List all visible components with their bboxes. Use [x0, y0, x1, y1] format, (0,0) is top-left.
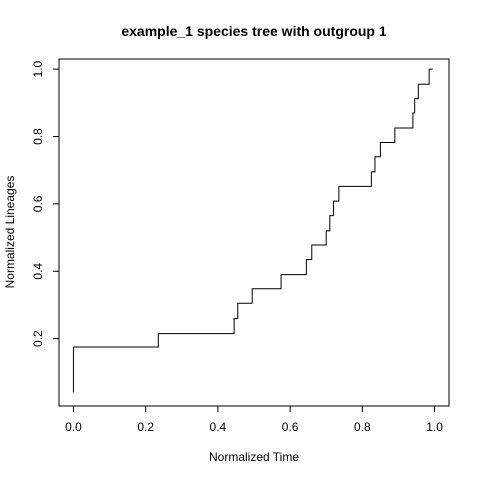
series-line-0	[72, 68, 433, 393]
y-axis-title: Normalized Lineages	[3, 176, 17, 289]
x-axis: 0.0 0.2 0.4 0.6 0.8 1.0	[65, 405, 443, 434]
x-tick-label: 0.0	[65, 420, 82, 434]
y-tick-label: 0.4	[31, 263, 45, 280]
x-tick-label: 0.4	[210, 420, 227, 434]
series-layer	[72, 68, 433, 393]
x-tick-label: 0.8	[354, 420, 371, 434]
x-tick-label: 0.2	[137, 420, 154, 434]
y-tick-label: 0.6	[31, 195, 45, 212]
y-tick-label: 1.0	[31, 60, 45, 77]
x-axis-title: Normalized Time	[209, 450, 299, 464]
x-tick-label: 0.6	[282, 420, 299, 434]
y-tick-label: 0.8	[31, 128, 45, 145]
chart-title: example_1 species tree with outgroup 1	[121, 23, 387, 39]
y-axis: 0.2 0.4 0.6 0.8 1.0	[31, 60, 60, 347]
y-tick-label: 0.2	[31, 330, 45, 347]
x-tick-label: 1.0	[426, 420, 443, 434]
plot-frame	[58, 58, 450, 407]
